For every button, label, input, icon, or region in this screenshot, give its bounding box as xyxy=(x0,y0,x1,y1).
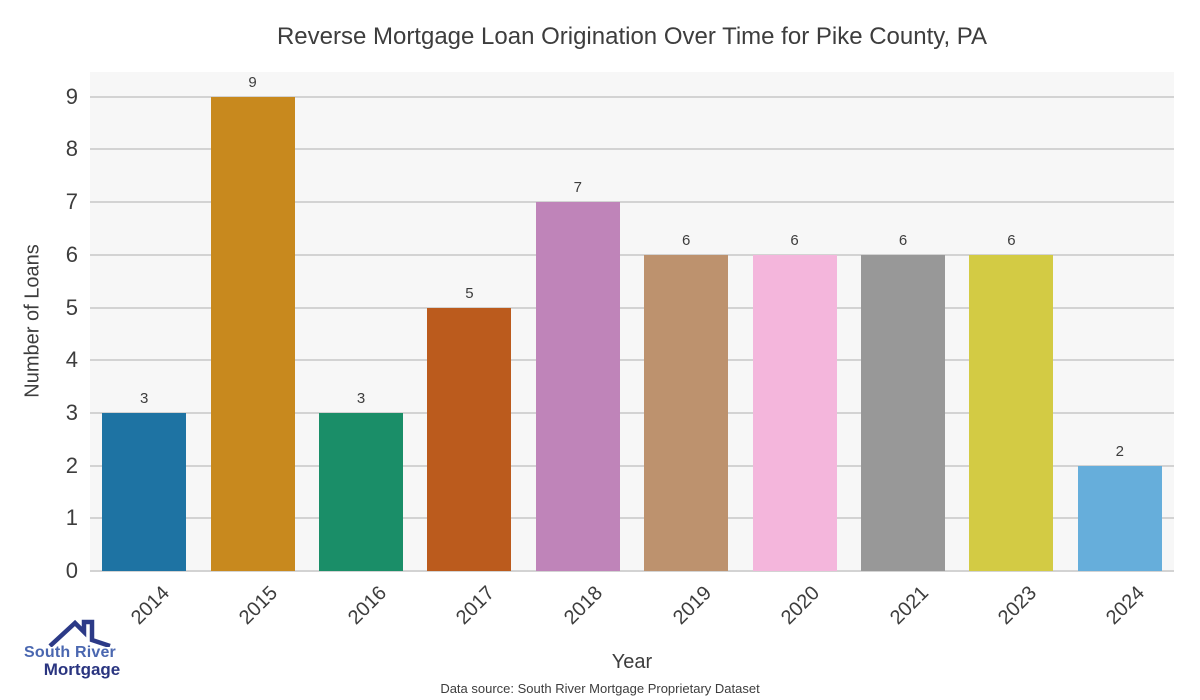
gridline-y-8 xyxy=(90,148,1174,151)
gridline-y-6 xyxy=(90,253,1174,256)
south-river-mortgage-logo: South River Mortgage xyxy=(14,617,139,681)
logo-text-line1: South River xyxy=(24,644,116,661)
house-roof-icon xyxy=(48,619,111,647)
bar-2015 xyxy=(210,96,295,571)
gridline-y-7 xyxy=(90,201,1174,204)
y-tick-label-0: 0 xyxy=(65,558,78,583)
gridline-y-1 xyxy=(90,517,1174,520)
bar-2014 xyxy=(102,412,187,571)
y-tick-label-7: 7 xyxy=(65,189,78,215)
bar-value-label-2018: 7 xyxy=(573,179,582,197)
y-tick-label-2: 2 xyxy=(65,452,78,478)
logo-text-line2: Mortgage xyxy=(43,660,121,679)
y-tick-label-6: 6 xyxy=(65,241,78,267)
bar-value-label-2015: 9 xyxy=(248,73,257,91)
y-tick-label-5: 5 xyxy=(65,294,78,320)
x-axis-title: Year xyxy=(611,651,653,673)
bar-value-label-2024: 2 xyxy=(1115,442,1124,460)
bar-value-label-2023: 6 xyxy=(1007,231,1016,249)
x-tick-label-2020: 2020 xyxy=(777,582,825,630)
bar-2019 xyxy=(644,254,729,571)
bar-2017 xyxy=(427,307,512,571)
y-tick-label-9: 9 xyxy=(65,83,78,109)
bar-2024 xyxy=(1077,465,1162,571)
y-tick-label-8: 8 xyxy=(65,136,78,162)
gridline-y-2 xyxy=(90,464,1174,467)
bar-value-label-2016: 3 xyxy=(356,389,366,407)
bar-2016 xyxy=(319,412,403,571)
bar-value-label-2017: 5 xyxy=(465,284,474,302)
x-tick-label-2016: 2016 xyxy=(343,582,391,630)
y-tick-label-3: 3 xyxy=(65,399,78,425)
data-source-note: Data source: South River Mortgage Propri… xyxy=(440,681,760,696)
x-tick-label-2019: 2019 xyxy=(668,582,716,630)
bar-2021 xyxy=(861,254,945,571)
bar-2020 xyxy=(752,254,837,571)
bar-value-label-2014: 3 xyxy=(140,389,149,407)
plot-area: 3 9 3 5 7 6 6 6 6 2 xyxy=(90,72,1174,572)
bar-value-label-2020: 6 xyxy=(790,231,799,249)
x-tick-label-2017: 2017 xyxy=(451,582,499,630)
x-tick-label-2021: 2021 xyxy=(885,582,933,630)
bar-2023 xyxy=(969,254,1054,571)
gridline-y-4 xyxy=(90,359,1174,362)
chart-title: Reverse Mortgage Loan Origination Over T… xyxy=(276,23,988,50)
bar-value-label-2019: 6 xyxy=(682,231,691,249)
y-tick-label-4: 4 xyxy=(65,347,78,373)
x-tick-label-2024: 2024 xyxy=(1102,582,1150,630)
x-tick-label-2015: 2015 xyxy=(235,582,283,630)
gridline-y-5 xyxy=(90,306,1174,309)
bar-value-label-2021: 6 xyxy=(898,231,908,249)
y-tick-label-1: 1 xyxy=(65,505,78,531)
x-tick-label-2023: 2023 xyxy=(993,582,1041,630)
gridline-y-3 xyxy=(90,411,1174,414)
bar-2018 xyxy=(535,202,620,571)
gridline-y-9 xyxy=(90,95,1174,98)
gridline-y-0 xyxy=(90,570,1174,572)
x-tick-label-2018: 2018 xyxy=(560,582,608,630)
